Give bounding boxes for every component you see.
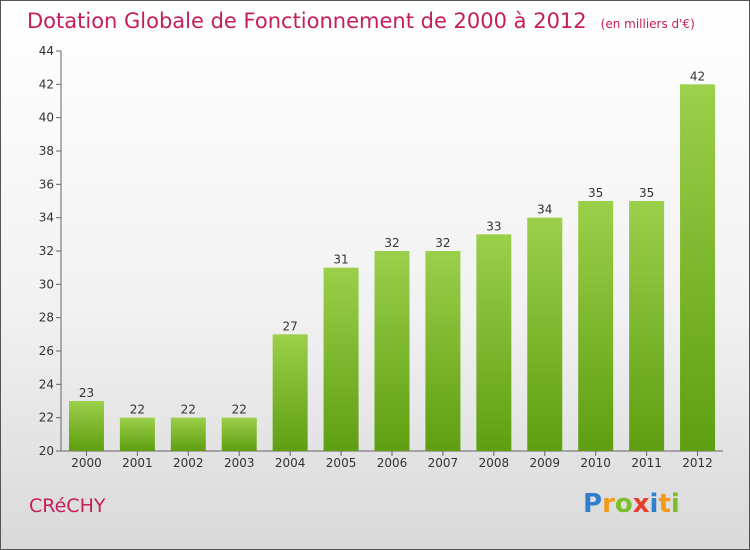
y-tick-label: 32 [39, 244, 54, 258]
bar [578, 201, 614, 451]
logo-letter: P [583, 489, 603, 519]
x-tick-label: 2012 [682, 456, 713, 470]
bar-value-label: 34 [537, 203, 552, 217]
bar-value-label: 32 [435, 236, 450, 250]
bar [680, 84, 716, 451]
y-tick-label: 38 [39, 144, 54, 158]
y-tick-label: 42 [39, 77, 54, 91]
logo-letter: r [602, 489, 615, 519]
x-tick-label: 2002 [173, 456, 204, 470]
x-tick-label: 2008 [479, 456, 510, 470]
bar [170, 417, 206, 451]
x-tick-label: 2011 [631, 456, 662, 470]
x-tick-label: 2006 [377, 456, 408, 470]
bar-value-label: 35 [639, 186, 654, 200]
x-tick-label: 2007 [428, 456, 459, 470]
x-tick-label: 2000 [71, 456, 102, 470]
bar-value-label: 22 [181, 403, 196, 417]
bar [119, 417, 155, 451]
bar-value-label: 23 [79, 386, 94, 400]
chart-title: Dotation Globale de Fonctionnement de 20… [27, 9, 695, 33]
x-tick-label: 2003 [224, 456, 255, 470]
bar [323, 267, 359, 451]
y-tick-label: 30 [39, 277, 54, 291]
x-tick-label: 2010 [580, 456, 611, 470]
bar-value-label: 32 [384, 236, 399, 250]
proxiti-logo[interactable]: Proxiti [583, 489, 680, 519]
logo-letter: x [632, 489, 650, 519]
y-tick-label: 20 [39, 444, 54, 458]
bar [527, 217, 563, 451]
x-tick-label: 2004 [275, 456, 306, 470]
x-tick-label: 2009 [529, 456, 560, 470]
bar [629, 201, 665, 451]
bar [272, 334, 308, 451]
y-tick-label: 40 [39, 111, 54, 125]
logo-letter: i [649, 489, 659, 519]
bar-value-label: 27 [283, 319, 298, 333]
bar-value-label: 42 [690, 69, 705, 83]
y-tick-label: 34 [39, 211, 54, 225]
bar-value-label: 31 [333, 253, 348, 267]
bar [476, 234, 512, 451]
bar-value-label: 22 [130, 403, 145, 417]
bar-value-label: 22 [232, 403, 247, 417]
x-tick-label: 2001 [122, 456, 153, 470]
bar [68, 401, 104, 451]
bar [425, 251, 461, 451]
y-tick-label: 22 [39, 411, 54, 425]
y-tick-label: 26 [39, 344, 54, 358]
y-tick-label: 24 [39, 377, 54, 391]
bar-value-label: 35 [588, 186, 603, 200]
bar-value-label: 33 [486, 219, 501, 233]
x-tick-label: 2005 [326, 456, 357, 470]
logo-letter: o [614, 489, 633, 519]
unit-subtitle: (en milliers d'€) [600, 17, 695, 31]
y-tick-label: 36 [39, 177, 54, 191]
logo-letter: t [658, 489, 671, 519]
y-tick-label: 28 [39, 311, 54, 325]
commune-name: CRéCHY [29, 495, 106, 517]
y-tick-label: 44 [39, 44, 54, 58]
bar [221, 417, 257, 451]
logo-letter: i [670, 489, 680, 519]
bar [374, 251, 410, 451]
title-text: Dotation Globale de Fonctionnement de 20… [27, 9, 587, 33]
